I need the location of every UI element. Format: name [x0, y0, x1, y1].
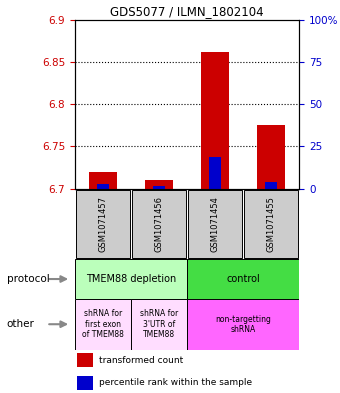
Bar	[131, 299, 187, 350]
Text: GSM1071456: GSM1071456	[154, 196, 164, 252]
Bar	[97, 184, 109, 189]
Text: control: control	[226, 274, 260, 284]
Text: GSM1071455: GSM1071455	[267, 196, 276, 252]
Bar	[76, 190, 130, 258]
Text: shRNA for
first exon
of TMEM88: shRNA for first exon of TMEM88	[82, 309, 124, 339]
Bar	[145, 180, 173, 189]
Text: transformed count: transformed count	[100, 356, 184, 365]
Bar	[75, 259, 187, 299]
Bar	[153, 186, 165, 189]
Bar	[77, 353, 93, 367]
Text: non-targetting
shRNA: non-targetting shRNA	[215, 314, 271, 334]
Text: GSM1071454: GSM1071454	[210, 196, 220, 252]
Bar	[89, 172, 117, 189]
Text: GSM1071457: GSM1071457	[98, 196, 107, 252]
Bar	[188, 190, 242, 258]
Text: shRNA for
3'UTR of
TMEM88: shRNA for 3'UTR of TMEM88	[140, 309, 178, 339]
Text: TMEM88 depletion: TMEM88 depletion	[86, 274, 176, 284]
Bar	[244, 190, 298, 258]
Text: protocol: protocol	[7, 274, 50, 284]
Bar	[187, 299, 299, 350]
Text: other: other	[7, 319, 35, 329]
Title: GDS5077 / ILMN_1802104: GDS5077 / ILMN_1802104	[110, 6, 264, 18]
Bar	[132, 190, 186, 258]
Bar	[75, 299, 131, 350]
Bar	[77, 376, 93, 389]
Bar	[201, 52, 229, 189]
Bar	[187, 259, 299, 299]
Text: percentile rank within the sample: percentile rank within the sample	[100, 378, 253, 387]
Bar	[257, 125, 285, 189]
Bar	[209, 156, 221, 189]
Bar	[265, 182, 277, 189]
